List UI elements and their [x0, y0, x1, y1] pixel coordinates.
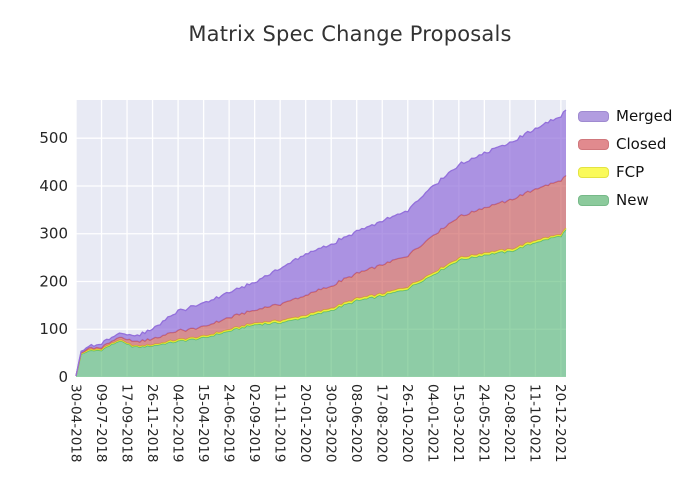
legend-label: FCP — [616, 162, 645, 181]
y-tick-label: 400 — [39, 177, 68, 195]
x-tick-label: 20-12-2021 — [552, 384, 568, 462]
legend-item-merged: Merged — [578, 102, 672, 130]
legend-label: New — [616, 190, 649, 209]
legend-swatch-new — [578, 194, 609, 206]
area-new — [76, 229, 566, 377]
x-tick-label: 15-04-2019 — [195, 384, 211, 462]
x-tick-label: 08-06-2020 — [348, 384, 364, 462]
x-tick-label: 24-06-2019 — [220, 384, 236, 462]
x-tick-label: 09-07-2018 — [93, 384, 109, 462]
legend-label: Merged — [616, 106, 673, 125]
x-tick-label: 11-11-2019 — [271, 384, 287, 462]
y-tick-label: 100 — [39, 320, 68, 338]
y-tick-label: 200 — [39, 272, 68, 290]
x-tick-label: 17-09-2018 — [118, 384, 134, 462]
x-tick-label: 30-03-2020 — [322, 384, 338, 462]
edge-merged — [75, 109, 567, 377]
x-tick-label: 04-02-2019 — [169, 384, 185, 462]
x-tick-label: 30-04-2018 — [67, 384, 83, 462]
x-tick-label: 11-10-2021 — [527, 384, 543, 462]
x-tick-label: 26-10-2020 — [399, 384, 415, 462]
area-merged — [76, 110, 566, 376]
legend-label: Closed — [616, 134, 667, 153]
legend-swatch-merged — [578, 110, 609, 122]
legend-item-new: New — [578, 186, 672, 214]
x-tick-label: 02-09-2019 — [246, 384, 262, 462]
x-tick-label: 24-05-2021 — [476, 384, 492, 462]
legend: Merged Closed FCP New — [578, 102, 672, 214]
chart-title: Matrix Spec Change Proposals — [188, 22, 512, 46]
y-tick-label: 300 — [39, 225, 68, 243]
y-tick-label: 0 — [58, 368, 68, 386]
x-tick-label: 17-08-2020 — [374, 384, 390, 462]
legend-item-closed: Closed — [578, 130, 672, 158]
x-tick-label: 04-01-2021 — [425, 384, 441, 462]
y-tick-label: 500 — [39, 129, 68, 147]
legend-swatch-fcp — [578, 166, 609, 178]
legend-swatch-closed — [578, 138, 609, 150]
legend-item-fcp: FCP — [578, 158, 672, 186]
x-tick-label: 15-03-2021 — [450, 384, 466, 462]
x-tick-label: 02-08-2021 — [501, 384, 517, 462]
x-tick-label: 20-01-2020 — [297, 384, 313, 462]
x-tick-label: 26-11-2018 — [144, 384, 160, 462]
